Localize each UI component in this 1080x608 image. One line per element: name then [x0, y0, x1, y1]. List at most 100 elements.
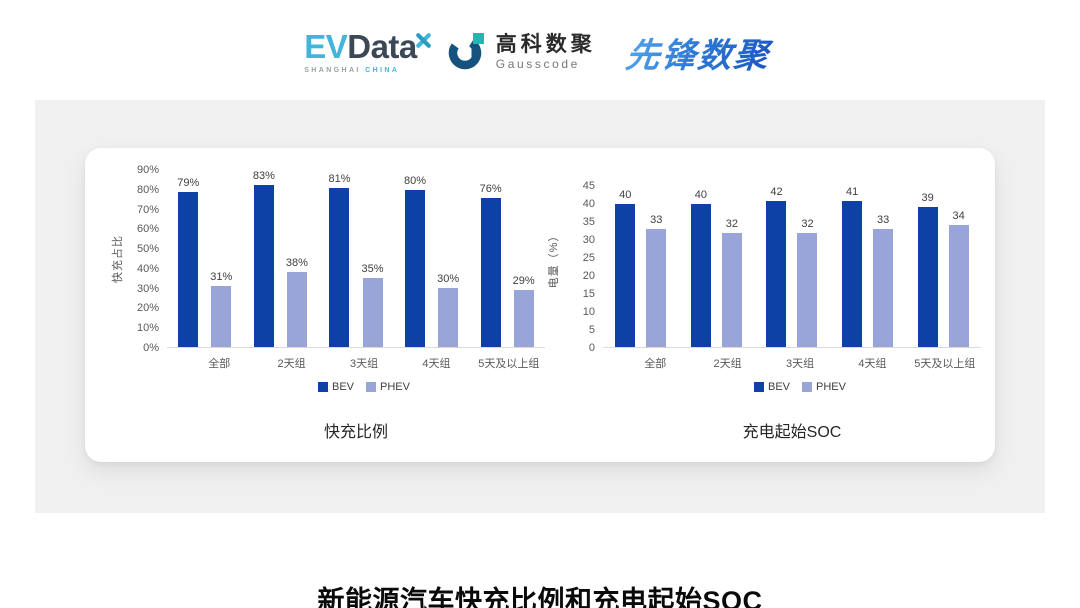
legend-swatch: [802, 382, 813, 392]
x-tick-label: 全部: [644, 358, 667, 370]
y-tick: 90%: [136, 164, 159, 176]
bar-phev: [873, 228, 894, 347]
bar-cell: 32: [721, 186, 742, 347]
bar-bev: [766, 201, 787, 347]
bar-bev: [329, 187, 350, 347]
bar-bev: [917, 207, 938, 347]
evdata-data-text: Data: [347, 28, 417, 65]
y-tick: 20: [582, 270, 595, 282]
bar-cell: 30%: [437, 170, 459, 347]
evdata-tagline-shanghai: SHANGHAI: [304, 67, 361, 74]
bar-value-label: 83%: [252, 170, 275, 182]
evdata-ev-text: EV: [304, 28, 348, 65]
bar-cell: 34: [948, 186, 969, 347]
bar-group: 42 32: [754, 186, 830, 347]
gausscode-name-en: Gausscode: [495, 56, 580, 71]
bar-cell: 40: [615, 186, 636, 347]
bar-bev: [690, 203, 711, 347]
bar-value-label: 29%: [512, 274, 535, 287]
bar-cell: 32: [797, 186, 818, 347]
bar-phev: [286, 272, 307, 347]
legend-item-bev: BEV: [754, 381, 790, 393]
bar-value-label: 33: [650, 213, 663, 226]
bar-cell: 79%: [177, 170, 199, 347]
bar-cell: 41: [842, 186, 863, 347]
bar-bev: [178, 191, 199, 347]
chart-caption: 充电起始SOC: [742, 424, 842, 441]
evdata-tagline: SHANGHAI CHINA: [304, 67, 399, 74]
legend-swatch: [318, 382, 328, 392]
y-tick: 5: [588, 323, 595, 336]
x-tick-label: 4天组: [858, 358, 887, 370]
y-tick: 30: [582, 233, 595, 246]
legend-label: BEV: [332, 381, 355, 393]
x-tick-label: 3天组: [349, 358, 379, 370]
sparkle-icon: [414, 22, 433, 56]
bar-group: 81% 35%: [318, 170, 394, 347]
chart-initial-soc: 电量（%） 45 40 35 30 25 20 15 10 5 0 40 33 40 32 42 32 41 3…: [545, 170, 981, 442]
bar-bev: [253, 185, 274, 347]
y-tick: 40: [582, 197, 595, 210]
charts-row: 快充占比 90% 80% 70% 60% 50% 40% 30% 20% 10% 0% 79% 31…: [85, 148, 995, 442]
legend-item-phev: PHEV: [802, 381, 846, 393]
y-axis-label: 电量（%）: [548, 229, 560, 289]
bar-value-label: 35%: [361, 263, 384, 276]
bar-bev: [405, 189, 426, 347]
evdata-logo: EVData SHANGHAI CHINA: [304, 28, 431, 74]
x-tick-label: 2天组: [713, 358, 742, 370]
bar-bev: [480, 197, 501, 347]
chart-caption: 快充比例: [323, 424, 388, 441]
bar-cell: 31%: [210, 170, 232, 347]
bar-group: 76% 29%: [469, 170, 545, 347]
y-tick: 25: [582, 251, 595, 264]
plot-area: 40 33 40 32 42 32 41 33 39 34: [603, 186, 981, 348]
y-tick: 15: [582, 287, 595, 300]
bar-phev: [948, 225, 969, 347]
evdata-wordmark: EVData: [304, 28, 431, 65]
y-tick: 80%: [136, 183, 159, 196]
legend-swatch: [754, 382, 764, 392]
bar-value-label: 40: [694, 188, 708, 201]
y-axis-ticks: 90% 80% 70% 60% 50% 40% 30% 20% 10% 0%: [125, 164, 167, 354]
gausscode-g-icon: [447, 30, 487, 75]
xianfeng-shuju-logo: 先锋数聚: [623, 28, 778, 77]
plot-area: 79% 31% 83% 38% 81% 35% 80% 30% 76% 29%: [167, 170, 545, 348]
gausscode-name-cn: 高科数聚: [495, 32, 596, 56]
bar-bev: [842, 201, 863, 347]
header: EVData SHANGHAI CHINA 高科: [0, 0, 1080, 84]
x-tick-label: 4天组: [422, 358, 451, 370]
y-tick: 10%: [136, 322, 159, 335]
y-tick: 40%: [136, 262, 159, 275]
bar-cell: 29%: [513, 170, 535, 347]
x-tick-label: 5天及以上组: [478, 358, 540, 370]
y-tick: 10: [582, 306, 595, 318]
page-title: 新能源汽车快充比例和充电起始SOC: [317, 586, 763, 608]
bar-cell: 33: [873, 186, 894, 347]
y-tick: 30%: [136, 282, 159, 295]
bar-value-label: 81%: [328, 172, 351, 185]
legend: BEV PHEV: [619, 381, 981, 393]
bar-phev: [438, 288, 459, 347]
y-tick: 60%: [136, 223, 159, 236]
bar-value-label: 40: [619, 188, 632, 201]
bar-phev: [513, 289, 534, 347]
y-tick: 20%: [136, 302, 159, 315]
legend-swatch: [366, 382, 377, 392]
bar-group: 40 32: [679, 186, 755, 347]
bar-value-label: 80%: [404, 174, 427, 187]
bar-phev: [362, 278, 383, 347]
bar-phev: [797, 232, 818, 347]
bar-value-label: 39: [921, 192, 934, 205]
bar-cell: 39: [917, 186, 938, 347]
bar-value-label: 38%: [285, 257, 308, 270]
bar-group: 40 33: [603, 186, 679, 347]
y-axis-label: 快充占比: [112, 235, 124, 283]
x-tick-label: 5天及以上组: [914, 358, 976, 370]
bar-phev: [646, 228, 667, 347]
charts-card: 快充占比 90% 80% 70% 60% 50% 40% 30% 20% 10% 0% 79% 31…: [85, 148, 995, 462]
footer: 新能源汽车快充比例和充电起始SOC EV for Fast Charging R…: [0, 579, 1080, 608]
bar-bev: [615, 203, 636, 347]
gausscode-logo: 高科数聚 Gausscode: [447, 30, 596, 75]
y-tick: 0%: [143, 342, 159, 354]
bar-value-label: 31%: [210, 271, 233, 284]
